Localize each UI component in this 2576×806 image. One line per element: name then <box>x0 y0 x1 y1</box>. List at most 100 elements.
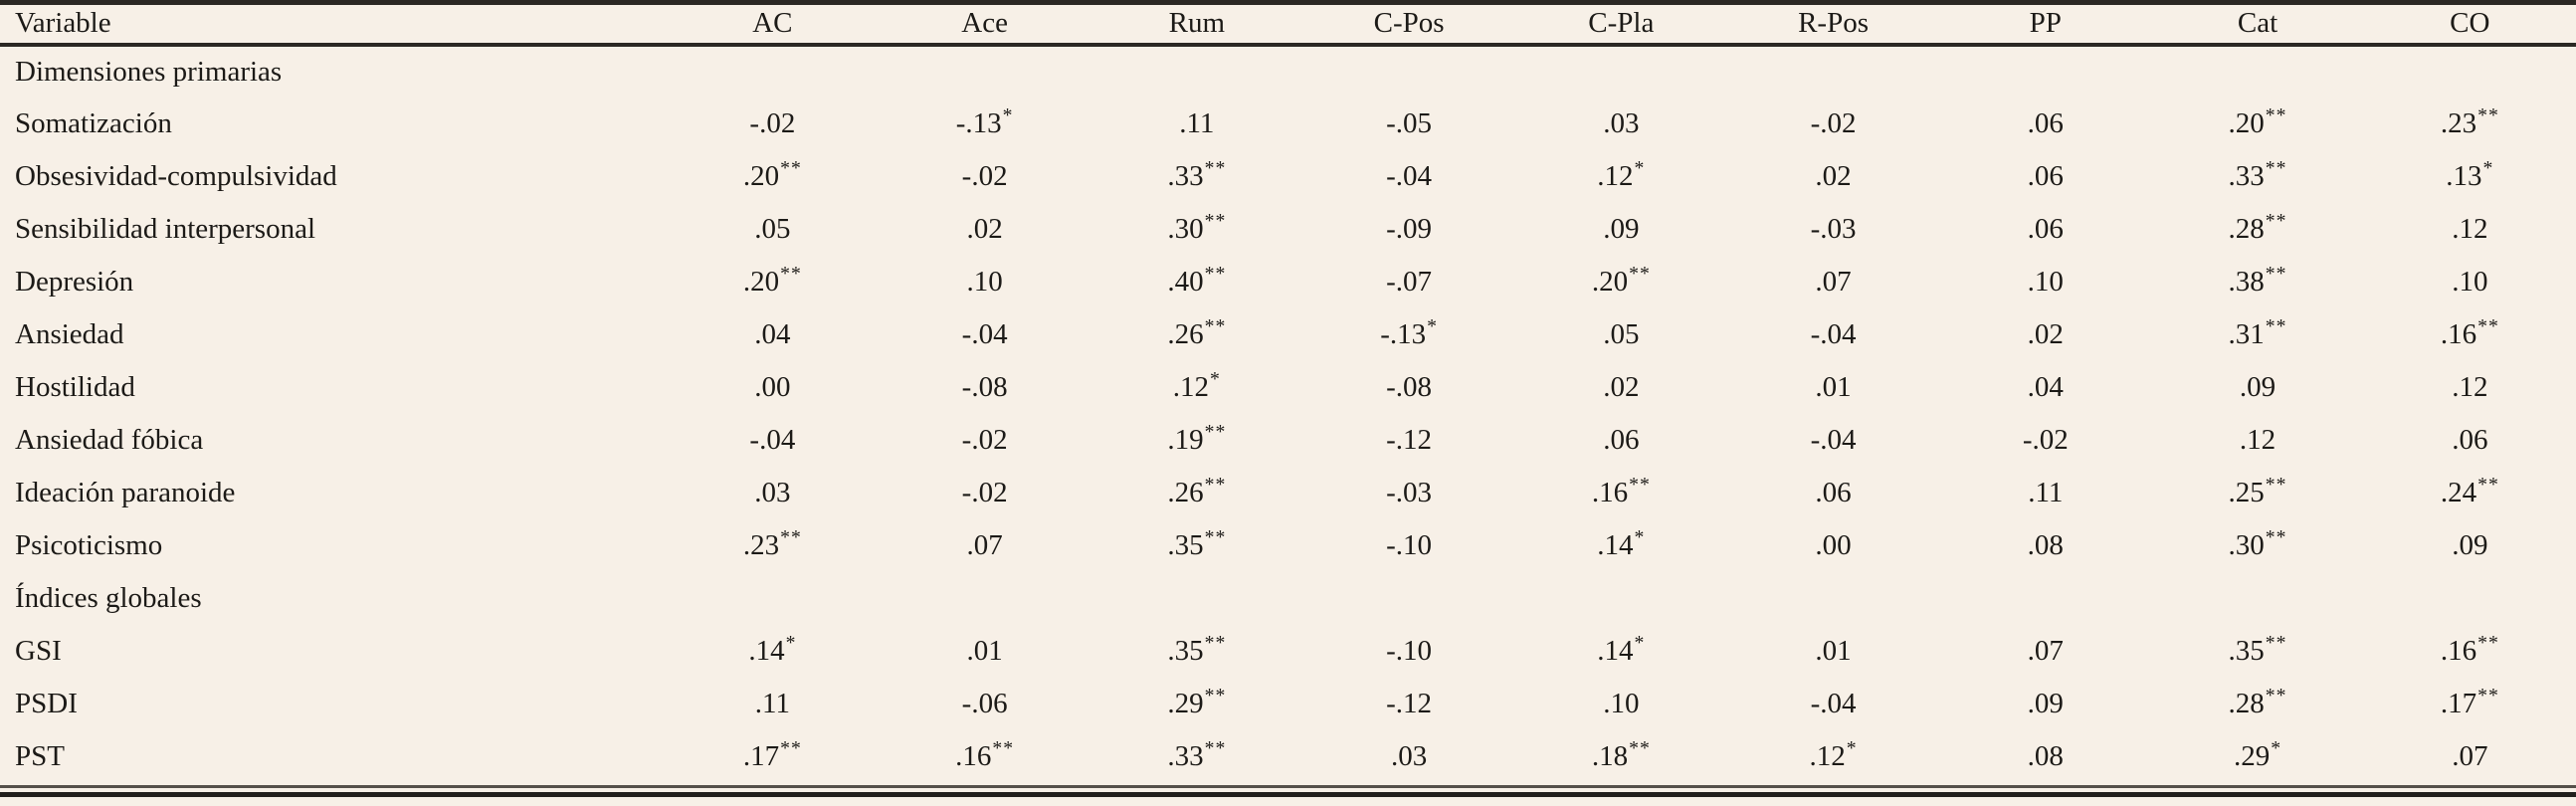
value-cell: .25** <box>2228 473 2287 508</box>
value-cell: .00 <box>754 370 791 403</box>
value-cell: .02 <box>1603 370 1640 403</box>
row-label: Hostilidad <box>15 370 135 403</box>
value-cell: .01 <box>1815 634 1852 667</box>
value-cell: .06 <box>1815 476 1852 508</box>
value-cell: .05 <box>1603 317 1640 350</box>
significance-asterisks: * <box>1427 314 1438 337</box>
value-cell: -.02 <box>961 159 1008 192</box>
table-row: PSDI .11 -.06 .29** -.12 .10 -.04 .09 .28** .17** <box>0 678 2576 730</box>
value-cell: .05 <box>754 212 791 245</box>
table-row: Psicoticismo .23** .07 .35** -.10 .14* .00 .08.… <box>0 519 2576 572</box>
value-cell: .07 <box>2027 634 2064 667</box>
value-cell: .30** <box>1167 209 1227 245</box>
section-label: Dimensiones primarias <box>15 55 283 88</box>
value-cell: -.02 <box>749 106 796 139</box>
column-header-co: CO <box>2363 2 2576 47</box>
row-label: Psicoticismo <box>15 528 163 561</box>
significance-asterisks: ** <box>1204 314 1227 337</box>
value-cell: .16** <box>2440 314 2499 350</box>
value-cell: .30** <box>2228 525 2287 561</box>
significance-asterisks: ** <box>2265 262 2287 285</box>
significance-asterisks: ** <box>992 736 1015 759</box>
value-cell: -.07 <box>1386 265 1433 298</box>
column-header-ace: Ace <box>879 2 1091 47</box>
value-cell: .24** <box>2440 473 2499 508</box>
significance-asterisks: ** <box>1204 736 1227 759</box>
value-cell: .35** <box>1167 631 1227 667</box>
value-cell: .03 <box>1390 739 1428 772</box>
value-cell: .08 <box>2027 528 2064 561</box>
value-cell: .28** <box>2228 209 2287 245</box>
value-cell: .00 <box>1815 528 1852 561</box>
value-cell: .28** <box>2228 684 2287 719</box>
value-cell: .33** <box>1167 736 1227 772</box>
value-cell: -.04 <box>1810 687 1857 719</box>
significance-asterisks: * <box>1634 156 1646 179</box>
value-cell: .12 <box>2452 212 2488 245</box>
value-cell: .08 <box>2027 739 2064 772</box>
significance-asterisks: ** <box>2265 209 2287 232</box>
table-body: Dimensiones primarias Somatización -.02 -.1… <box>0 45 2576 783</box>
value-cell: -.04 <box>961 317 1008 350</box>
significance-asterisks: ** <box>2265 156 2287 179</box>
value-cell: .02 <box>1815 159 1852 192</box>
significance-asterisks: ** <box>2265 473 2287 496</box>
row-label: Sensibilidad interpersonal <box>15 212 316 245</box>
value-cell: -.09 <box>1386 212 1433 245</box>
row-label: PSDI <box>15 687 78 719</box>
table-row: Obsesividad-compulsividad .20** -.02 .33** -… <box>0 150 2576 203</box>
value-cell: -.13* <box>955 103 1014 139</box>
value-cell: .20** <box>1591 262 1651 298</box>
section-label: Índices globales <box>15 581 202 614</box>
correlation-table: Variable AC Ace Rum C-Pos C-Pla R-Pos PP… <box>0 0 2576 783</box>
value-cell: .13* <box>2446 156 2494 192</box>
significance-asterisks: ** <box>1204 525 1227 548</box>
value-cell: -.03 <box>1386 476 1433 508</box>
value-cell: .16** <box>1591 473 1651 508</box>
table-row: PST .17** .16** .33** .03 .18** .12* .08 .29* .07 <box>0 730 2576 783</box>
row-label: Obsesividad-compulsividad <box>15 159 337 192</box>
value-cell: -.04 <box>1810 423 1857 456</box>
value-cell: .11 <box>1179 106 1215 139</box>
significance-asterisks: ** <box>1629 736 1651 759</box>
value-cell: .26** <box>1167 473 1227 508</box>
significance-asterisks: ** <box>1204 156 1227 179</box>
value-cell: -.02 <box>961 423 1008 456</box>
significance-asterisks: ** <box>1204 684 1227 706</box>
value-cell: .40** <box>1167 262 1227 298</box>
value-cell: .38** <box>2228 262 2287 298</box>
column-header-rum: Rum <box>1090 2 1303 47</box>
value-cell: .09 <box>2239 370 2277 403</box>
value-cell: .14* <box>748 631 797 667</box>
value-cell: .10 <box>1603 687 1640 719</box>
value-cell: -.12 <box>1386 687 1433 719</box>
value-cell: .29* <box>2233 736 2282 772</box>
value-cell: .12 <box>2452 370 2488 403</box>
value-cell: .23** <box>2440 103 2499 139</box>
value-cell: .10 <box>2027 265 2064 298</box>
significance-asterisks: ** <box>1204 209 1227 232</box>
significance-asterisks: ** <box>1204 631 1227 654</box>
value-cell: .09 <box>1603 212 1640 245</box>
bottom-rule <box>0 784 2576 797</box>
value-cell: .35** <box>2228 631 2287 667</box>
value-cell: .23** <box>742 525 802 561</box>
value-cell: -.10 <box>1386 634 1433 667</box>
significance-asterisks: * <box>1002 103 1014 126</box>
table-row: Hostilidad .00 -.08 .12* -.08 .02 .01 .04 .09 .12 <box>0 361 2576 414</box>
value-cell: .31** <box>2228 314 2287 350</box>
column-header-c-pos: C-Pos <box>1302 2 1515 47</box>
value-cell: .17** <box>2440 684 2499 719</box>
significance-asterisks: ** <box>1629 473 1651 496</box>
column-header-r-pos: R-Pos <box>1726 2 1940 47</box>
significance-asterisks: ** <box>2477 473 2499 496</box>
value-cell: -.06 <box>961 687 1008 719</box>
significance-asterisks: ** <box>2477 684 2499 706</box>
value-cell: .26** <box>1167 314 1227 350</box>
significance-asterisks: ** <box>780 525 802 548</box>
significance-asterisks: * <box>2482 156 2494 179</box>
section-row: Índices globales <box>0 572 2576 625</box>
value-cell: .10 <box>966 265 1003 298</box>
value-cell: .11 <box>2028 476 2064 508</box>
column-header-c-pla: C-Pla <box>1514 2 1727 47</box>
